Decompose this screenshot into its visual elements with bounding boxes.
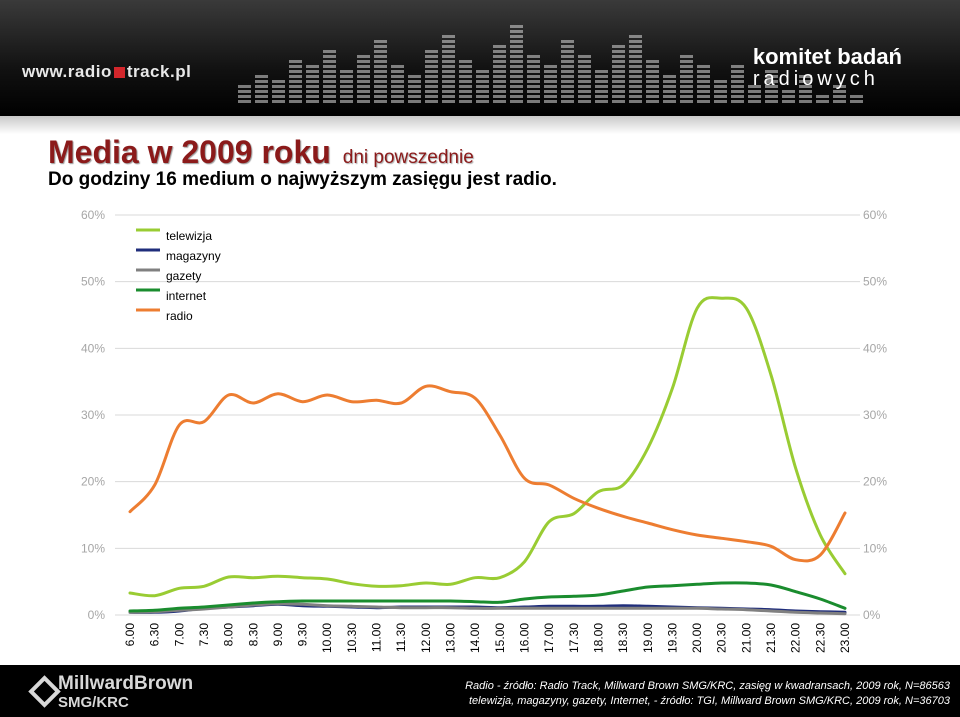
x-tick-label: 10.00	[320, 623, 334, 653]
legend-label: telewizja	[166, 229, 212, 243]
millwardbrown-logo-line1: MillwardBrown	[58, 673, 194, 694]
y-tick-label-left: 10%	[81, 541, 105, 555]
y-tick-label-right: 50%	[863, 275, 887, 289]
x-tick-label: 22.00	[789, 623, 803, 653]
page-title: Media w 2009 roku	[48, 134, 331, 170]
y-tick-label-left: 0%	[88, 608, 106, 622]
radiotrack-logo-text: www.radio	[22, 62, 112, 81]
equalizer-graphic	[238, 25, 863, 103]
footer-bar: MillwardBrown SMG/KRC Radio - źródło: Ra…	[0, 665, 960, 717]
series-line-telewizja	[128, 296, 847, 598]
y-tick-label-left: 30%	[81, 408, 105, 422]
y-tick-label-right: 0%	[863, 608, 881, 622]
y-tick-label-left: 40%	[81, 341, 105, 355]
logo-square-icon	[113, 67, 125, 78]
x-tick-label: 7.00	[172, 623, 186, 647]
millwardbrown-logo-line2: SMG/KRC	[58, 694, 129, 711]
x-tick-label: 23.00	[838, 623, 852, 653]
krb-logo: komitet badań radiowych	[752, 44, 902, 91]
source-line-media: telewizja, magazyny, gazety, Internet, -…	[468, 695, 950, 707]
header-banner: www.radio track.pl komitet badań radiowyc…	[0, 0, 960, 116]
x-tick-label: 6.00	[123, 623, 137, 647]
series-line-gazety	[128, 602, 847, 616]
x-tick-label: 13.00	[444, 623, 458, 653]
x-tick-label: 11.00	[370, 623, 384, 652]
y-tick-label-right: 30%	[863, 408, 887, 422]
y-tick-label-right: 20%	[863, 475, 887, 489]
y-tick-label-right: 40%	[863, 341, 887, 355]
x-tick-label: 9.30	[296, 623, 310, 647]
millwardbrown-logo: MillwardBrown SMG/KRC	[28, 673, 194, 711]
title-block: Media w 2009 roku dni powszednie	[48, 134, 474, 171]
x-tick-label: 10.30	[345, 623, 359, 653]
radiotrack-logo: www.radio track.pl	[22, 62, 191, 82]
x-tick-label: 8.30	[246, 623, 260, 647]
legend-label: magazyny	[166, 249, 221, 263]
x-tick-label: 7.30	[197, 623, 211, 647]
x-tick-label: 21.30	[764, 623, 778, 653]
y-tick-label-left: 20%	[81, 475, 105, 489]
x-tick-label: 12.00	[419, 623, 433, 653]
line-chart: 0% 0% 10% 10% 20% 20% 30% 30% 40% 40% 50% 50% 60% 60%…	[81, 208, 887, 653]
krb-logo-line2: radiowych	[752, 68, 879, 90]
x-tick-label: 18.30	[616, 623, 630, 653]
x-tick-label: 20.00	[690, 623, 704, 653]
page-title-sub: dni powszednie	[342, 147, 474, 168]
series-line-internet	[128, 581, 847, 613]
x-tick-label: 14.00	[468, 623, 482, 653]
y-tick-label-left: 60%	[81, 208, 105, 222]
x-tick-label: 19.30	[665, 623, 679, 653]
x-tick-label: 11.30	[394, 623, 408, 652]
x-tick-label: 18.00	[591, 623, 605, 653]
x-tick-label: 8.00	[222, 623, 236, 647]
x-tick-label: 6.30	[148, 623, 162, 647]
x-tick-label: 9.00	[271, 623, 285, 647]
legend-label: radio	[166, 309, 193, 323]
x-tick-label: 15.00	[493, 623, 507, 653]
header-gradient-strip	[0, 116, 960, 134]
x-tick-label: 16.00	[517, 623, 531, 653]
y-tick-label-right: 60%	[863, 208, 887, 222]
x-tick-label: 21.00	[739, 623, 753, 653]
y-tick-label-right: 10%	[863, 541, 887, 555]
x-tick-label: 22.30	[813, 623, 827, 653]
x-tick-label: 17.00	[542, 623, 556, 653]
radiotrack-logo-tail: track.pl	[126, 62, 192, 81]
x-tick-label: 17.30	[567, 623, 581, 653]
source-line-radio: Radio - źródło: Radio Track, Millward Br…	[465, 680, 950, 692]
x-tick-label: 20.30	[715, 623, 729, 653]
krb-logo-line1: komitet badań	[752, 44, 902, 69]
legend-label: gazety	[166, 269, 201, 283]
legend-label: internet	[166, 289, 207, 303]
series-line-radio	[128, 384, 847, 563]
x-tick-label: 19.00	[641, 623, 655, 653]
source-notes: Radio - źródło: Radio Track, Millward Br…	[465, 679, 950, 709]
y-tick-label-left: 50%	[81, 275, 105, 289]
page-subtitle: Do godziny 16 medium o najwyższym zasięg…	[48, 169, 557, 190]
